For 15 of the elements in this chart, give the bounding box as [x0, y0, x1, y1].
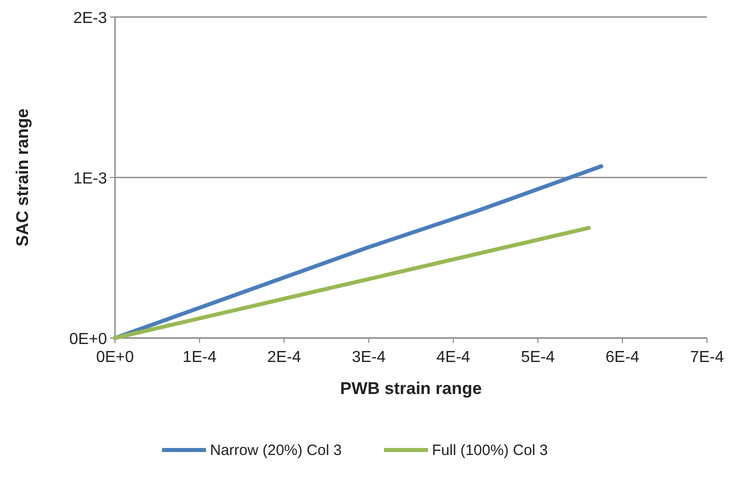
y-tick-label: 0E+0	[69, 331, 108, 348]
legend-label: Full (100%) Col 3	[432, 442, 548, 459]
x-tick-label: 2E-4	[267, 349, 302, 366]
legend-label: Narrow (20%) Col 3	[210, 442, 342, 459]
y-tick-label: 2E-3	[73, 10, 108, 27]
x-tick-label: 3E-4	[352, 349, 386, 366]
x-tick-label: 7E-4	[690, 349, 724, 366]
x-tick-label: 0E+0	[96, 349, 134, 366]
x-tick-label: 4E-4	[436, 349, 470, 366]
x-axis-title: PWB strain range	[340, 379, 482, 398]
y-axis-title: SAC strain range	[13, 108, 32, 246]
x-tick-label: 5E-4	[520, 349, 555, 366]
y-tick-label: 1E-3	[73, 170, 108, 188]
x-tick-label: 6E-4	[606, 349, 640, 366]
x-tick-label: 1E-4	[182, 349, 217, 366]
